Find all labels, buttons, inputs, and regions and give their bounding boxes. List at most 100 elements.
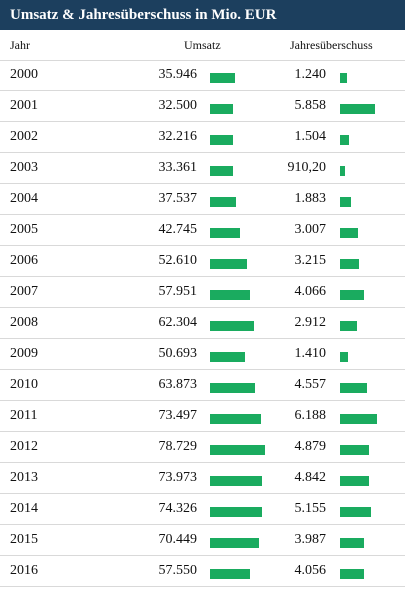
jahresueberschuss-bar [340, 321, 357, 331]
umsatz-bar [210, 321, 254, 331]
umsatz-bar [210, 414, 261, 424]
cell-year: 2013 [10, 470, 38, 485]
cell-umsatz: 33.361 [158, 160, 198, 175]
cell-year: 2002 [10, 129, 38, 144]
cell-umsatz: 37.537 [158, 191, 198, 206]
table-row: 2009 50.693 1.410 [0, 339, 405, 370]
jahresueberschuss-bar [340, 569, 364, 579]
umsatz-bar [210, 569, 250, 579]
cell-umsatz: 57.550 [158, 563, 198, 578]
cell-year: 2003 [10, 160, 38, 175]
table-row: 2007 57.951 4.066 [0, 277, 405, 308]
cell-year: 2001 [10, 98, 38, 113]
jahresueberschuss-bar [340, 166, 345, 176]
table-row: 2016 57.550 4.056 [0, 556, 405, 587]
cell-jahresueberschuss: 1.240 [294, 67, 327, 82]
table-row: 2011 73.497 6.188 [0, 401, 405, 432]
cell-jahresueberschuss: 5.155 [294, 501, 327, 516]
umsatz-bar [210, 383, 255, 393]
column-header-umsatz: Umsatz [184, 38, 221, 52]
umsatz-bar [210, 352, 245, 362]
umsatz-bar [210, 73, 235, 83]
cell-umsatz: 74.326 [158, 501, 198, 516]
cell-jahresueberschuss: 3.007 [294, 222, 327, 237]
table-row: 2014 74.326 5.155 [0, 494, 405, 525]
table-title: Umsatz & Jahresüberschuss in Mio. EUR [10, 7, 277, 23]
cell-jahresueberschuss: 4.879 [294, 439, 327, 454]
column-header-year: Jahr [10, 38, 30, 52]
cell-year: 2016 [10, 563, 38, 578]
cell-umsatz: 73.497 [158, 408, 198, 423]
table-row: 2005 42.745 3.007 [0, 215, 405, 246]
cell-umsatz: 73.973 [158, 470, 198, 485]
table-row: 2001 32.500 5.858 [0, 91, 405, 122]
table-row: 2012 78.729 4.879 [0, 432, 405, 463]
umsatz-bar [210, 197, 236, 207]
jahresueberschuss-bar [340, 197, 351, 207]
umsatz-bar [210, 135, 233, 145]
jahresueberschuss-bar [340, 290, 364, 300]
table-row: 2008 62.304 2.912 [0, 308, 405, 339]
cell-year: 2008 [10, 315, 38, 330]
cell-year: 2009 [10, 346, 38, 361]
table-row: 2010 63.873 4.557 [0, 370, 405, 401]
umsatz-bar [210, 445, 265, 455]
jahresueberschuss-bar [340, 352, 348, 362]
umsatz-bar [210, 476, 262, 486]
umsatz-bar [210, 259, 247, 269]
jahresueberschuss-bar [340, 259, 359, 269]
umsatz-bar [210, 228, 240, 238]
umsatz-bar [210, 104, 233, 114]
cell-year: 2014 [10, 501, 38, 516]
cell-jahresueberschuss: 2.912 [294, 315, 327, 330]
cell-jahresueberschuss: 3.987 [294, 532, 327, 547]
jahresueberschuss-bar [340, 476, 369, 486]
cell-umsatz: 35.946 [158, 67, 198, 82]
umsatz-bar [210, 166, 233, 176]
jahresueberschuss-bar [340, 538, 364, 548]
cell-year: 2012 [10, 439, 38, 454]
cell-year: 2015 [10, 532, 38, 547]
cell-year: 2006 [10, 253, 38, 268]
cell-year: 2010 [10, 377, 38, 392]
table-row: 2000 35.946 1.240 [0, 60, 405, 91]
jahresueberschuss-bar [340, 104, 375, 114]
cell-jahresueberschuss: 5.858 [294, 98, 327, 113]
table-row: 2002 32.216 1.504 [0, 122, 405, 153]
column-header-jahresueberschuss: Jahresüberschuss [290, 38, 373, 52]
jahresueberschuss-bar [340, 228, 358, 238]
table-header-row: Jahr Umsatz Jahresüberschuss [0, 30, 405, 61]
title-bar: Umsatz & Jahresüberschuss in Mio. EUR [0, 0, 405, 30]
cell-year: 2000 [10, 67, 38, 82]
jahresueberschuss-bar [340, 414, 377, 424]
cell-umsatz: 42.745 [158, 222, 198, 237]
table-row: 2015 70.449 3.987 [0, 525, 405, 556]
cell-umsatz: 57.951 [158, 284, 198, 299]
cell-jahresueberschuss: 1.410 [294, 346, 327, 361]
cell-jahresueberschuss: 4.842 [294, 470, 327, 485]
cell-year: 2011 [10, 408, 38, 423]
cell-jahresueberschuss: 4.066 [294, 284, 327, 299]
jahresueberschuss-bar [340, 383, 367, 393]
jahresueberschuss-bar [340, 135, 349, 145]
cell-umsatz: 62.304 [158, 315, 198, 330]
cell-year: 2007 [10, 284, 38, 299]
cell-jahresueberschuss: 1.883 [294, 191, 327, 206]
umsatz-bar [210, 290, 250, 300]
jahresueberschuss-bar [340, 73, 347, 83]
cell-jahresueberschuss: 1.504 [294, 129, 327, 144]
cell-umsatz: 63.873 [158, 377, 198, 392]
cell-jahresueberschuss: 4.056 [294, 563, 327, 578]
cell-year: 2004 [10, 191, 38, 206]
cell-year: 2005 [10, 222, 38, 237]
cell-jahresueberschuss: 4.557 [294, 377, 327, 392]
table-row: 2003 33.361 910,20 [0, 153, 405, 184]
table-row: 2004 37.537 1.883 [0, 184, 405, 215]
cell-jahresueberschuss: 6.188 [294, 408, 327, 423]
cell-umsatz: 70.449 [158, 532, 198, 547]
umsatz-bar [210, 538, 259, 548]
cell-jahresueberschuss: 910,20 [287, 160, 327, 175]
cell-umsatz: 32.216 [158, 129, 198, 144]
table-row: 2006 52.610 3.215 [0, 246, 405, 277]
